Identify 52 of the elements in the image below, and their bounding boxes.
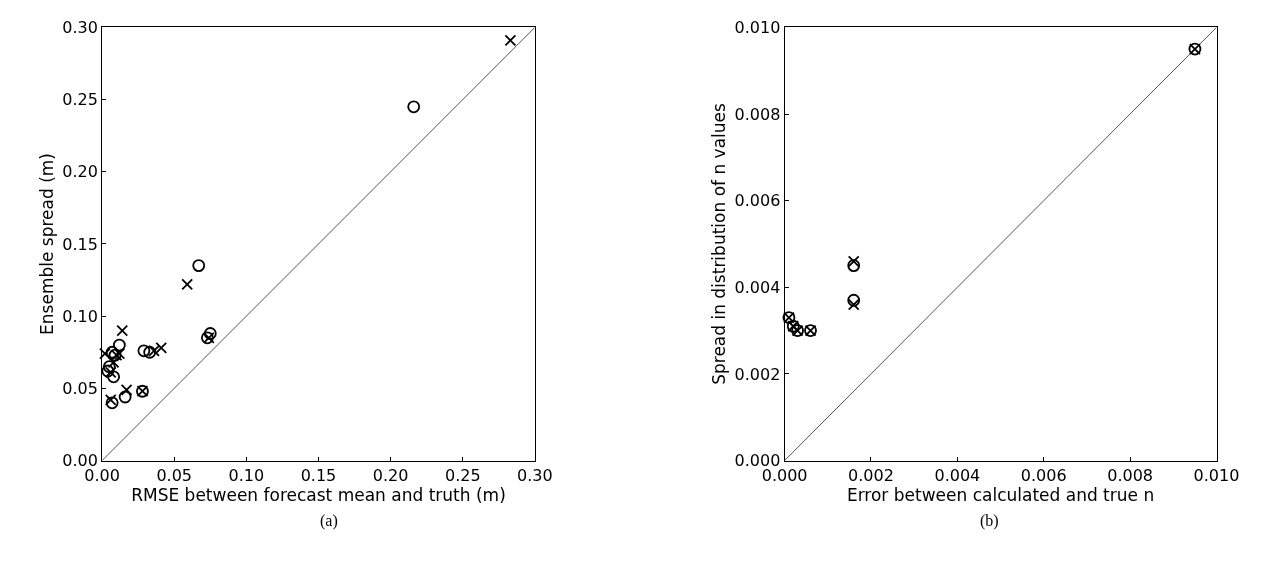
point xyxy=(137,344,151,358)
y-tick-label: 0.004 xyxy=(734,277,781,297)
x-tick-label: 0.002 xyxy=(848,465,894,485)
point xyxy=(504,34,517,47)
point xyxy=(155,342,168,354)
x-tick-label: 0.25 xyxy=(444,465,481,485)
point xyxy=(112,338,126,352)
x-axis-title: Error between calculated and true n xyxy=(846,484,1155,505)
text: (a) xyxy=(320,512,338,530)
point xyxy=(116,324,129,337)
y-tick-label: 0.25 xyxy=(62,90,98,110)
x-tick-label: 0.006 xyxy=(1020,465,1067,485)
y-tick-label: 0.15 xyxy=(62,234,98,254)
point xyxy=(203,327,217,340)
x-tick-label: 0.010 xyxy=(1193,465,1240,485)
point xyxy=(143,345,157,359)
point xyxy=(181,278,194,291)
x-tick-label: 0.30 xyxy=(517,465,553,485)
point xyxy=(102,360,116,374)
x-tick-label: 0.008 xyxy=(1107,465,1154,485)
y-tick-label: 0.010 xyxy=(734,17,781,37)
x-tick-label: 0.10 xyxy=(228,465,265,485)
x-tick-label: 0.05 xyxy=(156,465,193,485)
point xyxy=(847,298,860,311)
point xyxy=(192,259,206,273)
y-axis-title: Spread in distribution of n values xyxy=(709,102,730,385)
y-axis-title: Ensemble spread (m) xyxy=(36,152,57,335)
x-tick-label: 0.000 xyxy=(761,465,808,485)
point xyxy=(105,396,119,410)
point xyxy=(847,255,860,268)
point xyxy=(107,370,120,384)
x-axis-title: RMSE between forecast mean and truth (m) xyxy=(131,484,506,505)
point xyxy=(104,394,117,406)
x-tick-label: 0.004 xyxy=(934,465,981,485)
point xyxy=(847,259,861,273)
y-tick-label: 0.10 xyxy=(62,306,98,326)
x-tick-label: 0.00 xyxy=(84,465,120,485)
y-tick-label: 0.20 xyxy=(62,162,98,182)
point xyxy=(148,344,160,357)
y-tick-label: 0.008 xyxy=(734,104,781,124)
y-tick-label: 0.006 xyxy=(734,191,781,211)
y-tick-label: 0.30 xyxy=(62,17,98,37)
point xyxy=(118,390,132,404)
point xyxy=(407,100,421,114)
x-tick-label: 0.15 xyxy=(300,465,337,485)
x-tick-label: 0.20 xyxy=(372,465,409,485)
y-tick-label: 0.05 xyxy=(62,378,98,398)
point xyxy=(847,293,861,307)
text: (b) xyxy=(980,512,999,530)
point xyxy=(120,383,133,396)
point xyxy=(107,356,120,369)
y-tick-label: 0.002 xyxy=(734,364,781,384)
